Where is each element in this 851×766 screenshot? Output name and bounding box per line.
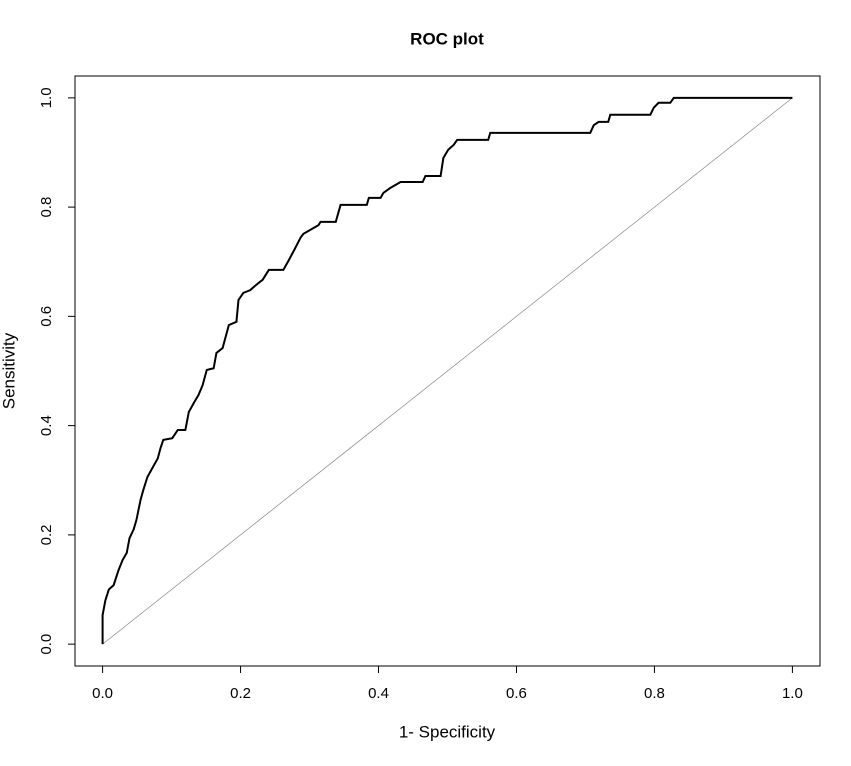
y-tick-label: 0.8 (38, 197, 55, 218)
y-tick-label: 0.0 (38, 634, 55, 655)
roc-curve (101, 96, 793, 645)
plot-frame (74, 75, 821, 667)
x-tick-label: 0.6 (506, 685, 527, 702)
chart-title: ROC plot (410, 29, 484, 48)
x-tick-label: 0.4 (368, 685, 389, 702)
x-tick-label: 0.2 (230, 685, 251, 702)
reference-line (102, 97, 793, 645)
y-tick-label: 0.4 (38, 415, 55, 436)
y-tick-label: 0.2 (38, 524, 55, 545)
x-tick-label: 0.8 (644, 685, 665, 702)
y-tick-label: 1.0 (38, 87, 55, 108)
x-tick-label: 1.0 (782, 685, 803, 702)
x-tick-label: 0.0 (92, 685, 113, 702)
x-axis-label: 1- Specificity (399, 722, 496, 741)
y-axis-label: Sensitivity (0, 332, 18, 409)
y-tick-label: 0.6 (38, 306, 55, 327)
